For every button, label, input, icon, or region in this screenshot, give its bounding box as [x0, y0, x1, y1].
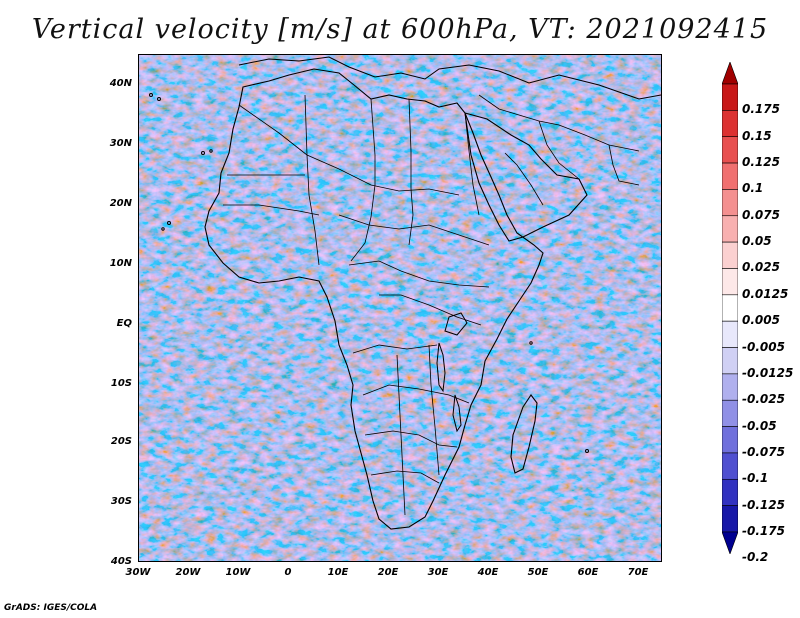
colorbar-bin: [722, 189, 738, 217]
colorbar-bin: [722, 505, 738, 533]
islands: [149, 93, 589, 453]
colorbar-level-label: -0.05: [742, 418, 777, 433]
africa-coastline: [204, 68, 544, 530]
lon-label-20w: 20W: [175, 567, 201, 578]
colorbar-level-label: 0.0125: [742, 286, 789, 301]
arabia-coastline: [464, 112, 588, 242]
colorbar-bin: [722, 136, 738, 164]
lon-label-0: 0: [284, 567, 292, 578]
lake-nyasa: [452, 394, 462, 433]
colorbar-level-label: -0.005: [742, 339, 785, 354]
lon-label-70e: 70E: [627, 567, 649, 578]
colorbar-bin: [722, 294, 738, 322]
vertical-velocity-map: [138, 54, 662, 562]
colorbar-level-label: 0.075: [742, 207, 780, 222]
colorbar-bin: [722, 478, 738, 506]
colorbar-level-label: -0.125: [742, 497, 785, 512]
lake-victoria: [444, 312, 468, 336]
lon-label-20e: 20E: [377, 567, 399, 578]
colorbar-level-label: 0.005: [742, 313, 780, 328]
lon-label-60e: 60E: [577, 567, 599, 578]
colorbar-top-arrow: [722, 62, 738, 85]
lat-label-40s: 40S: [110, 556, 132, 567]
colorbar-bin: [722, 320, 738, 348]
lon-label-40e: 40E: [477, 567, 499, 578]
colorbar-level-label: 0.025: [742, 260, 780, 275]
lon-label-30w: 30W: [125, 567, 151, 578]
colorbar-level-label: 0.15: [742, 128, 772, 143]
lon-label-50e: 50E: [527, 567, 549, 578]
colorbar-level-label: 0.125: [742, 155, 780, 170]
colorbar-level-label: -0.175: [742, 524, 785, 538]
lat-label-30n: 30N: [109, 138, 132, 149]
lat-label-40n: 40N: [109, 78, 132, 89]
colorbar-bin: [722, 452, 738, 480]
colorbar-bin: [722, 241, 738, 269]
colorbar-level-label: -0.2: [742, 550, 769, 565]
colorbar-bin: [722, 347, 738, 375]
colorbar-level-label: -0.0125: [742, 365, 794, 380]
colorbar-bin: [722, 162, 738, 190]
colorbar-level-label: 0.1: [742, 181, 764, 196]
country-borders: [223, 94, 640, 516]
lat-label-eq: EQ: [116, 318, 132, 329]
lake-tanganyika: [436, 342, 446, 393]
lat-label-10n: 10N: [109, 258, 132, 269]
colorbar-bin: [722, 110, 738, 138]
lat-label-30s: 30S: [110, 496, 132, 507]
map-title: Vertical velocity [m/s] at 600hPa, VT: 2…: [31, 14, 769, 45]
lon-label-10e: 10E: [327, 567, 349, 578]
lon-label-30e: 30E: [427, 567, 449, 578]
lat-label-10s: 10S: [110, 378, 132, 389]
colorbar-bin: [722, 83, 738, 111]
europe-coastline: [238, 56, 661, 100]
grads-credit: GrADS: IGES/COLA: [4, 603, 98, 613]
colorbar: [722, 62, 738, 554]
colorbar-bin: [722, 268, 738, 296]
colorbar-level-label: -0.075: [742, 444, 785, 459]
lat-label-20s: 20S: [110, 436, 132, 447]
colorbar-bottom-arrow: [722, 531, 738, 554]
lon-label-10w: 10W: [225, 567, 251, 578]
field-downdrafts: [139, 55, 661, 561]
colorbar-bin: [722, 399, 738, 427]
madagascar-outline: [510, 394, 538, 474]
colorbar-bin: [722, 215, 738, 243]
colorbar-level-label: 0.05: [742, 234, 772, 249]
colorbar-level-label: -0.025: [742, 392, 785, 407]
lat-label-20n: 20N: [109, 198, 132, 209]
colorbar-level-label: 0.175: [742, 102, 780, 117]
map-canvas: [139, 55, 661, 561]
colorbar-bin: [722, 373, 738, 401]
colorbar-level-label: -0.1: [742, 471, 769, 486]
colorbar-bin: [722, 426, 738, 454]
